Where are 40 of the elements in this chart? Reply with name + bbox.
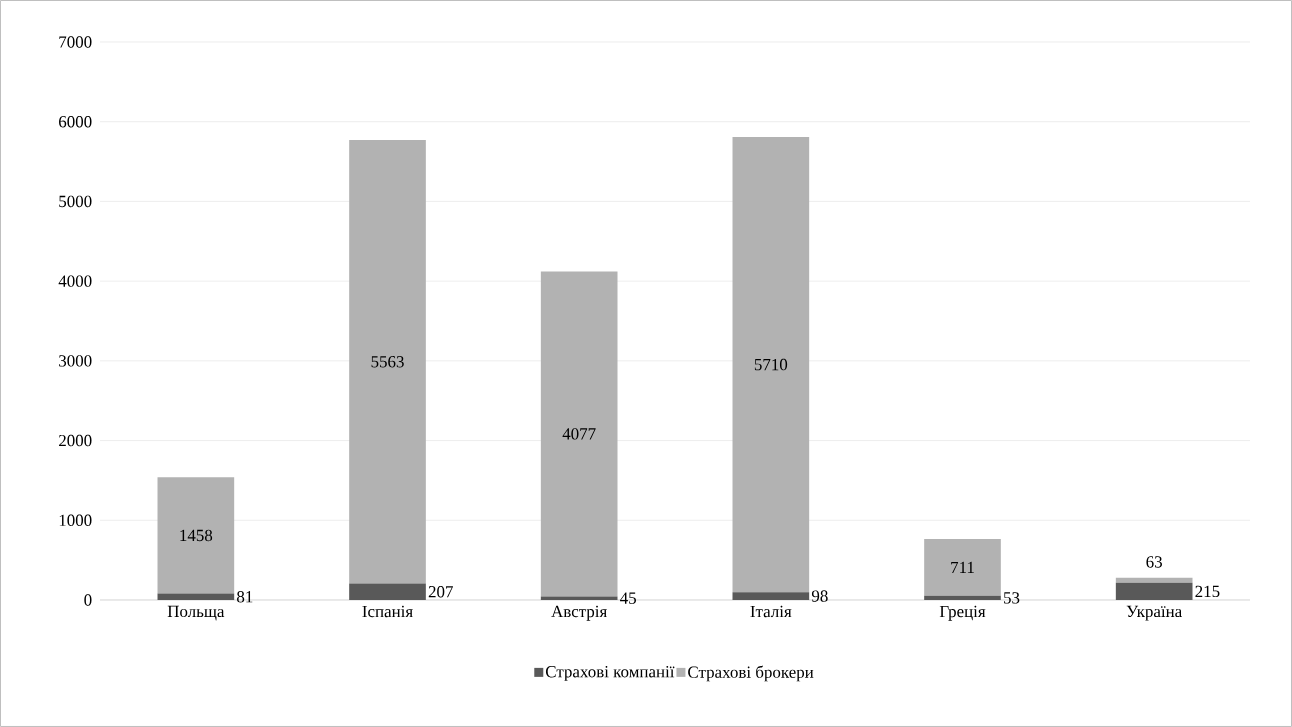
y-tick-label: 4000 — [58, 275, 92, 287]
x-tick-label: Іспанія — [362, 605, 413, 618]
bar — [157, 593, 235, 600]
data-label: 63 — [1146, 556, 1162, 568]
y-tick-label: 1000 — [59, 514, 92, 526]
data-label: 98 — [811, 590, 828, 602]
bar — [540, 596, 618, 600]
y-tick-label: 3000 — [59, 355, 92, 367]
data-label: 5563 — [371, 356, 404, 368]
data-label: 4077 — [562, 428, 596, 440]
data-label: 81 — [237, 591, 253, 603]
bar — [1115, 582, 1193, 600]
bar — [924, 595, 1001, 600]
y-tick-label: 5000 — [59, 195, 92, 208]
legend-label: Страхові компанії — [545, 666, 675, 681]
x-tick-label: Італія — [750, 605, 792, 618]
bar — [349, 140, 426, 584]
bar — [732, 592, 810, 600]
x-tick-label: Україна — [1126, 605, 1182, 621]
data-label: 1458 — [180, 529, 213, 542]
y-tick-label: 6000 — [59, 115, 92, 128]
data-label: 53 — [1004, 592, 1020, 604]
x-tick-label: Австрія — [551, 605, 607, 621]
bar — [540, 271, 618, 597]
y-tick-label: 2000 — [59, 434, 92, 447]
data-label: 711 — [951, 561, 974, 574]
data-label: 45 — [620, 592, 636, 604]
x-tick-label: Польща — [167, 605, 225, 621]
data-label: 215 — [1195, 585, 1220, 598]
bar — [157, 477, 235, 594]
legend-label: Страхові брокери — [688, 665, 814, 682]
bar — [924, 539, 1001, 596]
y-tick-label: 7000 — [59, 36, 92, 48]
bar — [349, 583, 426, 600]
bar — [732, 137, 810, 593]
data-label: 5710 — [754, 358, 788, 371]
y-tick-label: 0 — [84, 594, 92, 606]
x-tick-label: Греція — [939, 605, 986, 621]
data-label: 207 — [428, 586, 453, 598]
bar — [1115, 577, 1193, 583]
